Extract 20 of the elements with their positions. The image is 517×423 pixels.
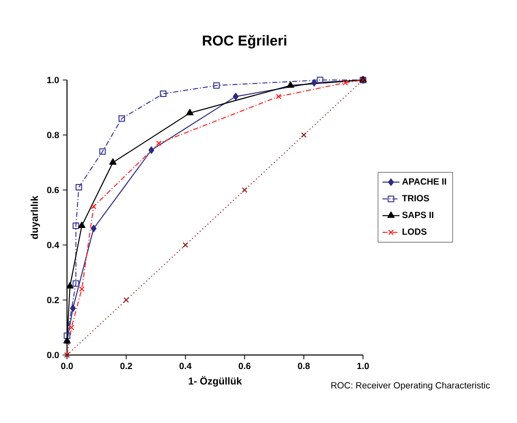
legend-label: SAPS II — [402, 212, 434, 218]
legend-label: LODS — [402, 228, 427, 235]
x-tick-label: 0.8 — [298, 362, 310, 370]
x-tick-label: 0.4 — [180, 362, 192, 370]
x-axis-title: 1- Özgüllük — [188, 376, 242, 387]
chart-title: ROC Eğrileri — [202, 34, 286, 49]
x-tick-label: 0.6 — [238, 362, 251, 370]
y-axis-title: duyarlılık — [30, 196, 40, 239]
y-tick-label: 0.0 — [47, 352, 59, 358]
legend-label: APACHE II — [402, 178, 446, 185]
y-tick-label: 0.4 — [47, 242, 60, 248]
y-tick-label: 0.6 — [47, 186, 59, 194]
y-tick-label: 1.0 — [47, 76, 59, 84]
x-tick-label: 0.2 — [120, 362, 132, 370]
x-tick-label: 0.0 — [61, 362, 73, 370]
y-tick-label: 0.8 — [47, 132, 59, 138]
legend-label: TRIOS — [402, 195, 430, 202]
text: ROC: Receiver Operating Characteristic — [331, 382, 490, 390]
y-tick-label: 0.2 — [47, 296, 59, 304]
x-tick-label: 1.0 — [357, 362, 369, 370]
